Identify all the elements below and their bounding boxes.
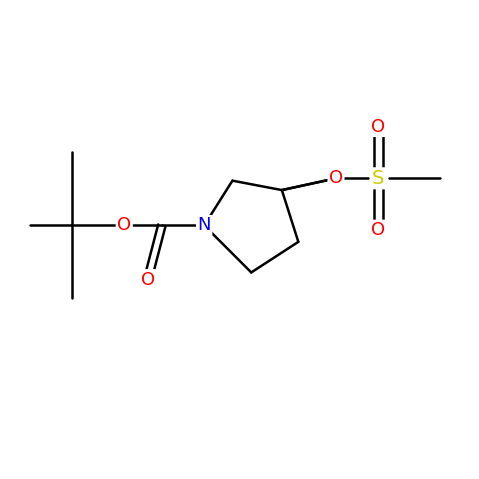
Text: O: O [371, 221, 386, 239]
Text: O: O [329, 169, 343, 187]
Text: S: S [372, 169, 385, 188]
Text: O: O [141, 271, 155, 288]
Text: O: O [371, 117, 386, 136]
Text: N: N [197, 217, 211, 234]
Text: O: O [117, 217, 131, 234]
